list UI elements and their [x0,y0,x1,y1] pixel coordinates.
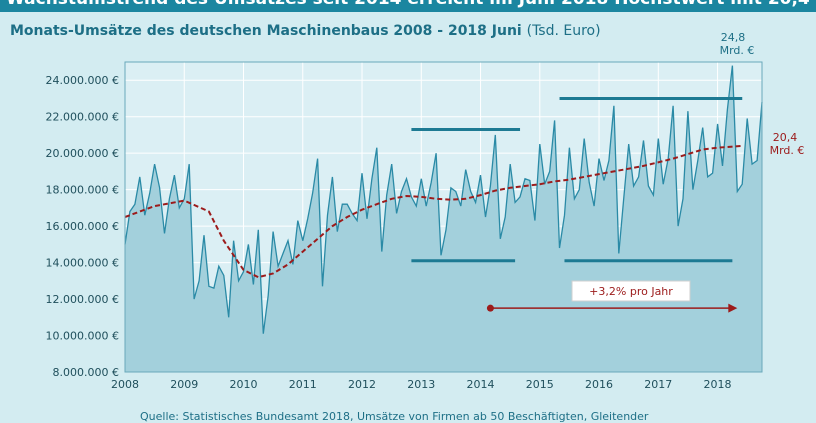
header-bar: Wachstumstrend des Umsatzes seit 2014 er… [0,0,816,12]
chart-unit: (Tsd. Euro) [526,23,601,39]
y-tick-label: 22.000.000 € [46,111,119,124]
end-unit-label: Mrd. € [770,144,805,157]
y-tick-label: 24.000.000 € [46,74,119,87]
chart-title: Monats-Umsätze des deutschen Maschinenba… [10,23,601,39]
y-tick-label: 16.000.000 € [46,220,119,233]
plot-border [124,61,763,373]
growth-label: +3,2% pro Jahr [589,285,673,298]
x-tick-label: 2016 [585,378,613,391]
chart-title-main: Monats-Umsätze des deutschen Maschinenba… [10,23,522,39]
peak-unit-label: Mrd. € [720,44,755,57]
y-tick-label: 14.000.000 € [46,257,119,270]
x-tick-label: 2013 [407,378,435,391]
growth-label-box [571,280,691,302]
y-tick-label: 18.000.000 € [46,184,119,197]
x-tick-label: 2008 [111,378,139,391]
x-tick-label: 2011 [289,378,317,391]
peak-value-label: 24,8 [721,31,746,44]
growth-arrow-dot [486,304,494,312]
x-tick-label: 2009 [170,378,198,391]
end-value-label: 20,4 [773,131,798,144]
x-tick-label: 2015 [526,378,554,391]
trend-line [124,144,743,279]
growth-arrow-head [728,303,738,313]
x-tick-label: 2010 [230,378,258,391]
x-tick-label: 2018 [704,378,732,391]
source-note: Quelle: Statistisches Bundesamt 2018, Um… [140,410,649,423]
y-tick-label: 8.000.000 € [53,366,119,379]
x-tick-label: 2012 [348,378,376,391]
y-tick-label: 20.000.000 € [46,147,119,160]
area-line [124,65,763,334]
y-tick-label: 12.000.000 € [46,293,119,306]
x-tick-label: 2017 [644,378,672,391]
y-tick-label: 10.000.000 € [46,330,119,343]
x-tick-label: 2014 [467,378,495,391]
headline: Wachstumstrend des Umsatzes seit 2014 er… [6,0,816,9]
